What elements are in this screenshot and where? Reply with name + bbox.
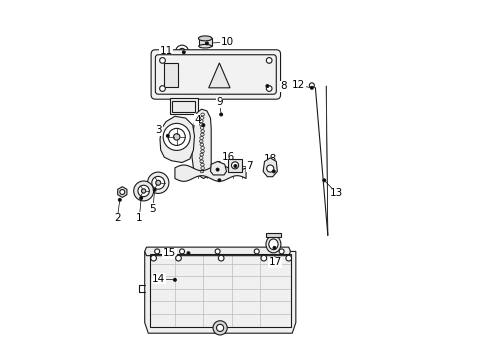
- Circle shape: [182, 51, 185, 54]
- Polygon shape: [144, 247, 290, 256]
- Circle shape: [205, 42, 208, 45]
- Polygon shape: [210, 161, 226, 175]
- Circle shape: [272, 246, 275, 249]
- Circle shape: [218, 255, 224, 261]
- Circle shape: [217, 179, 220, 182]
- Circle shape: [187, 252, 189, 255]
- Circle shape: [216, 168, 219, 171]
- Circle shape: [159, 57, 165, 63]
- Circle shape: [154, 249, 159, 254]
- Text: 7: 7: [246, 161, 252, 171]
- Circle shape: [151, 255, 156, 261]
- Circle shape: [265, 85, 268, 87]
- Circle shape: [159, 86, 165, 91]
- Circle shape: [153, 188, 156, 191]
- Text: 9: 9: [216, 97, 222, 107]
- Text: 12: 12: [291, 80, 305, 90]
- Text: 5: 5: [149, 204, 156, 214]
- Bar: [150, 254, 290, 327]
- Circle shape: [215, 249, 220, 254]
- Bar: [228, 159, 242, 172]
- Circle shape: [166, 134, 169, 137]
- Circle shape: [231, 162, 238, 169]
- Circle shape: [120, 190, 124, 195]
- Text: 10: 10: [221, 37, 234, 47]
- Circle shape: [272, 170, 274, 173]
- Circle shape: [219, 113, 222, 116]
- Circle shape: [147, 172, 168, 193]
- Ellipse shape: [198, 36, 212, 41]
- Circle shape: [201, 124, 204, 127]
- Ellipse shape: [268, 239, 277, 250]
- Text: 3: 3: [155, 126, 162, 136]
- Bar: [169, 99, 197, 115]
- Circle shape: [212, 321, 227, 335]
- Circle shape: [322, 179, 325, 182]
- Text: 1: 1: [136, 213, 142, 223]
- Circle shape: [266, 57, 272, 63]
- Circle shape: [168, 129, 185, 145]
- Text: 15: 15: [163, 248, 176, 258]
- Ellipse shape: [198, 44, 211, 48]
- Circle shape: [285, 255, 291, 261]
- FancyBboxPatch shape: [151, 50, 280, 99]
- Circle shape: [137, 185, 149, 197]
- Circle shape: [310, 86, 313, 89]
- Circle shape: [175, 255, 181, 261]
- Circle shape: [118, 198, 121, 201]
- Circle shape: [309, 83, 314, 88]
- Text: 17: 17: [268, 257, 281, 267]
- Text: 8: 8: [279, 81, 286, 91]
- Circle shape: [179, 249, 184, 254]
- Text: 13: 13: [330, 188, 343, 198]
- Circle shape: [173, 278, 176, 281]
- Circle shape: [254, 249, 258, 254]
- Bar: [164, 63, 178, 87]
- Text: 16: 16: [221, 152, 234, 162]
- Circle shape: [279, 249, 284, 254]
- Polygon shape: [263, 158, 277, 177]
- Circle shape: [175, 45, 188, 58]
- Polygon shape: [175, 165, 245, 181]
- Text: 18: 18: [263, 154, 276, 164]
- Polygon shape: [118, 187, 127, 197]
- Circle shape: [155, 180, 160, 185]
- Ellipse shape: [265, 236, 280, 253]
- Bar: [172, 101, 195, 112]
- Circle shape: [260, 255, 266, 261]
- Circle shape: [141, 189, 146, 193]
- Circle shape: [173, 134, 180, 140]
- Text: 14: 14: [152, 274, 165, 284]
- Circle shape: [163, 124, 190, 150]
- Circle shape: [139, 197, 142, 200]
- Circle shape: [266, 165, 273, 172]
- Polygon shape: [192, 109, 211, 178]
- Circle shape: [216, 324, 223, 331]
- Text: 4: 4: [195, 115, 201, 125]
- Polygon shape: [208, 63, 229, 88]
- Text: 11: 11: [159, 46, 172, 56]
- Bar: [198, 39, 211, 46]
- Text: 2: 2: [114, 213, 121, 223]
- Circle shape: [233, 165, 236, 167]
- Circle shape: [134, 181, 153, 201]
- Circle shape: [151, 176, 164, 189]
- Text: 6: 6: [214, 161, 221, 171]
- Polygon shape: [160, 116, 194, 162]
- Bar: [266, 232, 281, 237]
- Circle shape: [266, 86, 272, 91]
- Polygon shape: [144, 251, 295, 333]
